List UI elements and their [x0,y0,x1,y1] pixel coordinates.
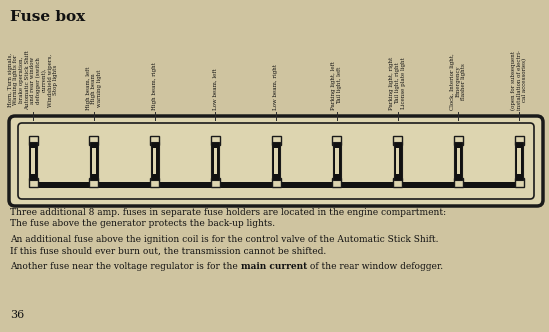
Bar [29,142,37,180]
Text: Parking light, right
Tail light, right
License plate light: Parking light, right Tail light, right L… [389,57,406,110]
Bar [92,148,96,174]
Bar [332,178,341,187]
Text: The fuse above the generator protects the back-up lights.: The fuse above the generator protects th… [10,219,275,228]
Bar [393,178,402,187]
Bar [150,142,159,180]
Bar [214,148,217,174]
Bar [514,178,524,187]
Text: 36: 36 [10,310,24,320]
Bar [515,142,523,180]
Bar [272,178,281,187]
FancyBboxPatch shape [9,116,543,206]
Text: Low beam, right: Low beam, right [273,64,278,110]
Bar [457,148,460,174]
Bar [89,142,98,180]
Text: High beam, right: High beam, right [152,62,157,110]
Bar [517,148,521,174]
Text: Fuse box: Fuse box [10,10,85,24]
Bar [89,135,98,144]
Bar [396,148,399,174]
Bar [394,142,401,180]
Text: of the rear window defogger.: of the rear window defogger. [307,262,443,271]
Bar [393,135,402,144]
Text: An additional fuse above the ignition coil is for the control valve of the Autom: An additional fuse above the ignition co… [10,235,439,244]
Bar [272,135,281,144]
Bar [211,178,220,187]
Bar [332,135,341,144]
Text: main current: main current [240,262,307,271]
Text: Three additional 8 amp. fuses in separate fuse holders are located in the engine: Three additional 8 amp. fuses in separat… [10,208,446,217]
Text: High beam, left
High beam
warning light: High beam, left High beam warning light [86,66,102,110]
Bar [150,178,159,187]
Text: Low beam, left: Low beam, left [213,68,218,110]
Text: If this fuse should ever burn out, the transmission cannot be shifted.: If this fuse should ever burn out, the t… [10,246,326,256]
Text: Horn, Turn signals,
Warning lights for
brake operation,
Automatic Stick Shift
an: Horn, Turn signals, Warning lights for b… [8,50,58,110]
Bar [514,135,524,144]
Text: (open for subsequent
installation of electri-
cal accessories): (open for subsequent installation of ele… [511,50,527,110]
Text: Another fuse near the voltage regulator is for the: Another fuse near the voltage regulator … [10,262,240,271]
Bar [29,135,37,144]
Bar [454,135,463,144]
Bar [454,178,463,187]
Bar [335,148,339,174]
Text: Clock, Interior light,
Emergency
flasher lights: Clock, Interior light, Emergency flasher… [450,53,466,110]
Bar [31,148,35,174]
Bar [29,182,523,188]
Bar [274,148,278,174]
Bar [272,142,280,180]
Bar [454,142,462,180]
Bar [333,142,341,180]
Text: Parking light, left
Tail light, left: Parking light, left Tail light, left [332,61,342,110]
Bar [153,148,156,174]
Bar [211,135,220,144]
Bar [211,142,219,180]
Bar [150,135,159,144]
Bar [29,178,37,187]
Bar [89,178,98,187]
